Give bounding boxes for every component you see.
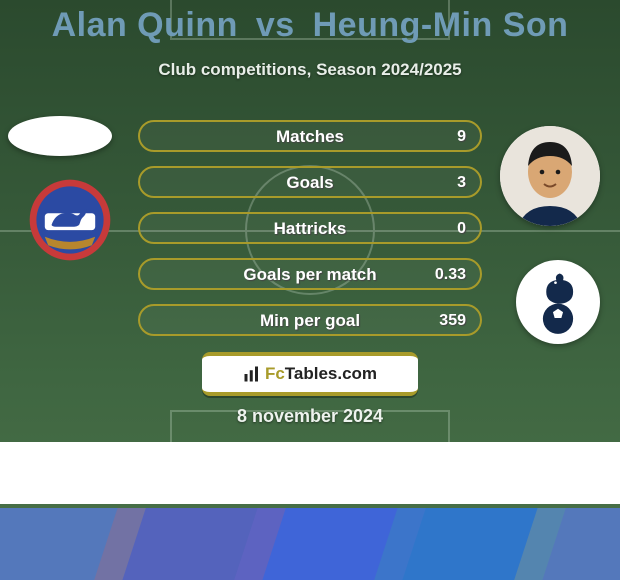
tottenham-crest-icon xyxy=(516,260,600,344)
stat-bar: Goals3 xyxy=(138,166,482,198)
stat-value-right: 3 xyxy=(457,168,466,196)
subtitle: Club competitions, Season 2024/2025 xyxy=(0,60,620,80)
branding-pill[interactable]: FcTables.com xyxy=(202,352,418,396)
comparison-card: Alan Quinn vs Heung-Min Son Club competi… xyxy=(0,0,620,580)
stat-label: Min per goal xyxy=(140,306,480,334)
stat-label: Goals xyxy=(140,168,480,196)
stats-bars: Matches9Goals3Hattricks0Goals per match0… xyxy=(138,120,482,350)
ad-banner-top[interactable] xyxy=(0,442,620,504)
player1-avatar xyxy=(8,116,112,156)
ad-banner-bottom[interactable] xyxy=(0,508,620,580)
stat-value-right: 359 xyxy=(439,306,466,334)
bar-chart-icon xyxy=(243,365,261,383)
date-stamp: 8 november 2024 xyxy=(0,406,620,427)
stat-bar: Min per goal359 xyxy=(138,304,482,336)
stat-value-right: 0.33 xyxy=(435,260,466,288)
player2-club-crest xyxy=(516,260,600,344)
player2-avatar xyxy=(500,126,600,226)
stat-bar: Hattricks0 xyxy=(138,212,482,244)
title-vs: vs xyxy=(256,6,295,44)
player2-face-icon xyxy=(500,126,600,226)
title-player2: Heung-Min Son xyxy=(313,6,569,44)
ipswich-crest-icon xyxy=(28,178,112,262)
page-title: Alan Quinn vs Heung-Min Son xyxy=(0,6,620,45)
title-player1: Alan Quinn xyxy=(52,6,238,44)
stat-label: Goals per match xyxy=(140,260,480,288)
stat-label: Matches xyxy=(140,122,480,150)
branding-suffix: Tables.com xyxy=(285,364,377,383)
branding-prefix: Fc xyxy=(265,364,285,383)
stat-bar: Matches9 xyxy=(138,120,482,152)
player1-club-crest xyxy=(20,178,120,262)
stat-value-right: 0 xyxy=(457,214,466,242)
stat-bar: Goals per match0.33 xyxy=(138,258,482,290)
stat-value-right: 9 xyxy=(457,122,466,150)
stat-label: Hattricks xyxy=(140,214,480,242)
